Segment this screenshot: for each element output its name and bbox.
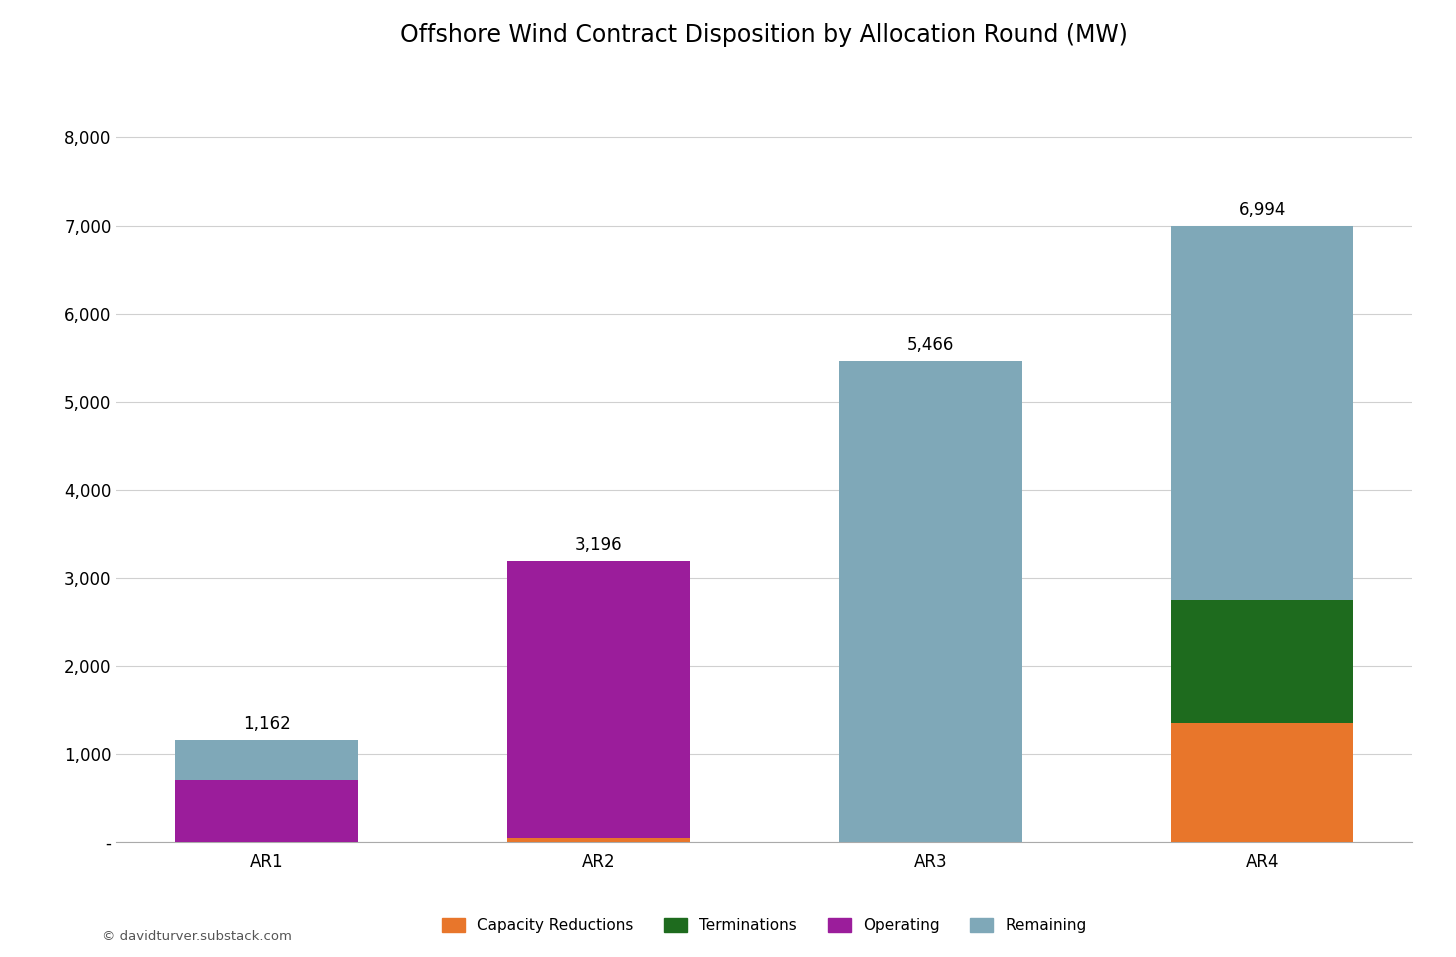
Bar (507, 837, 690, 842)
Text: 3,196: 3,196 (575, 536, 622, 553)
Text: 6,994: 6,994 (1239, 201, 1286, 219)
Bar (175, 740, 358, 781)
Bar (1171, 226, 1354, 600)
Text: 1,162: 1,162 (243, 715, 291, 733)
Bar (1171, 723, 1354, 842)
Text: © davidturver.substack.com: © davidturver.substack.com (102, 929, 291, 943)
Title: Offshore Wind Contract Disposition by Allocation Round (MW): Offshore Wind Contract Disposition by Al… (400, 23, 1128, 47)
Bar (175, 781, 358, 842)
Text: 5,466: 5,466 (907, 336, 954, 354)
Bar (507, 561, 690, 837)
Bar (839, 361, 1022, 842)
Legend: Capacity Reductions, Terminations, Operating, Remaining: Capacity Reductions, Terminations, Opera… (437, 912, 1092, 939)
Bar (1171, 600, 1354, 723)
